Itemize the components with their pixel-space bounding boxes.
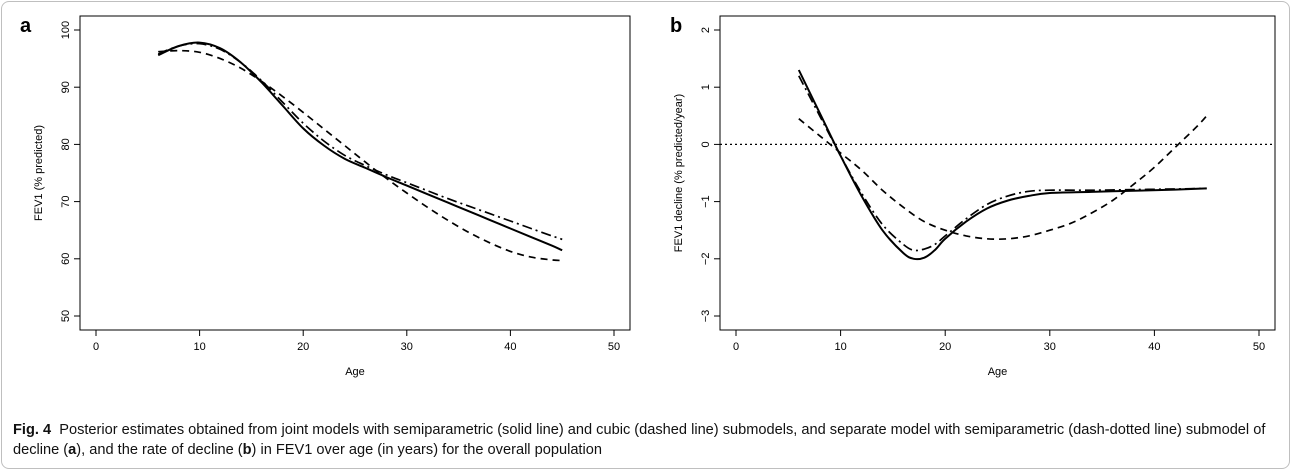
x-axis-label: Age [988, 366, 1008, 378]
x-tick-label: 20 [297, 341, 309, 353]
y-tick-label: −2 [700, 253, 712, 266]
y-tick-label: 90 [60, 81, 72, 93]
x-tick-label: 20 [939, 341, 951, 353]
plot-box [719, 15, 1276, 331]
series-line-dash-dot [157, 42, 563, 241]
y-axis-label: FEV1 decline (% predicted/year) [673, 94, 685, 252]
panel-label: a [20, 15, 32, 37]
panel-b-chart: 0 10 20 30 40 50 −3 −2 −1 0 1 2 Age FEV1 decline (% p… [670, 15, 1276, 378]
caption-ref-b: b [242, 442, 252, 458]
plot-box [79, 15, 631, 331]
x-tick-label: 30 [401, 341, 413, 353]
y-tick-label: 0 [700, 141, 712, 147]
series-line-solid [157, 41, 563, 252]
x-tick-label: 0 [93, 341, 99, 353]
series-line-dashed [158, 49, 563, 262]
caption-text-3: ) in FEV1 over age (in years) for the ov… [251, 442, 602, 458]
y-tick-label: 1 [700, 84, 712, 90]
x-tick-label: 0 [733, 341, 739, 353]
y-tick-label: 100 [60, 21, 72, 39]
figure-caption: Fig. 4 Posterior estimates obtained from… [13, 420, 1281, 460]
y-tick-label: 50 [60, 310, 72, 322]
x-tick-label: 10 [834, 341, 846, 353]
y-tick-label: 70 [60, 195, 72, 207]
x-tick-label: 40 [1148, 341, 1160, 353]
series-line-solid [797, 69, 1207, 261]
series-line-dashed [798, 115, 1208, 241]
y-tick-label: −3 [700, 310, 712, 323]
x-tick-label: 50 [608, 341, 620, 353]
caption-fig-label: Fig. 4 [13, 422, 52, 438]
caption-text-1: Posterior estimates obtained from joint … [13, 422, 1266, 458]
y-tick-label: 80 [60, 138, 72, 150]
x-tick-label: 10 [193, 341, 205, 353]
caption-ref-a: a [68, 442, 77, 458]
x-axis-label: Age [345, 366, 365, 378]
y-tick-label: 60 [60, 253, 72, 265]
y-tick-label: 2 [700, 27, 712, 33]
y-tick-label: −1 [700, 195, 712, 208]
caption-text-2: ), and the rate of decline ( [76, 442, 243, 458]
x-tick-label: 30 [1044, 341, 1056, 353]
x-tick-label: 50 [1253, 341, 1265, 353]
panel-label: b [670, 15, 682, 37]
x-tick-label: 40 [504, 341, 516, 353]
series-line-dash-dot [798, 75, 1207, 252]
y-axis-label: FEV1 (% predicted) [33, 125, 45, 221]
panel-a-chart: 0 10 20 30 40 50 50 60 70 80 90 100 Age FEV1 (% predi… [20, 15, 631, 378]
